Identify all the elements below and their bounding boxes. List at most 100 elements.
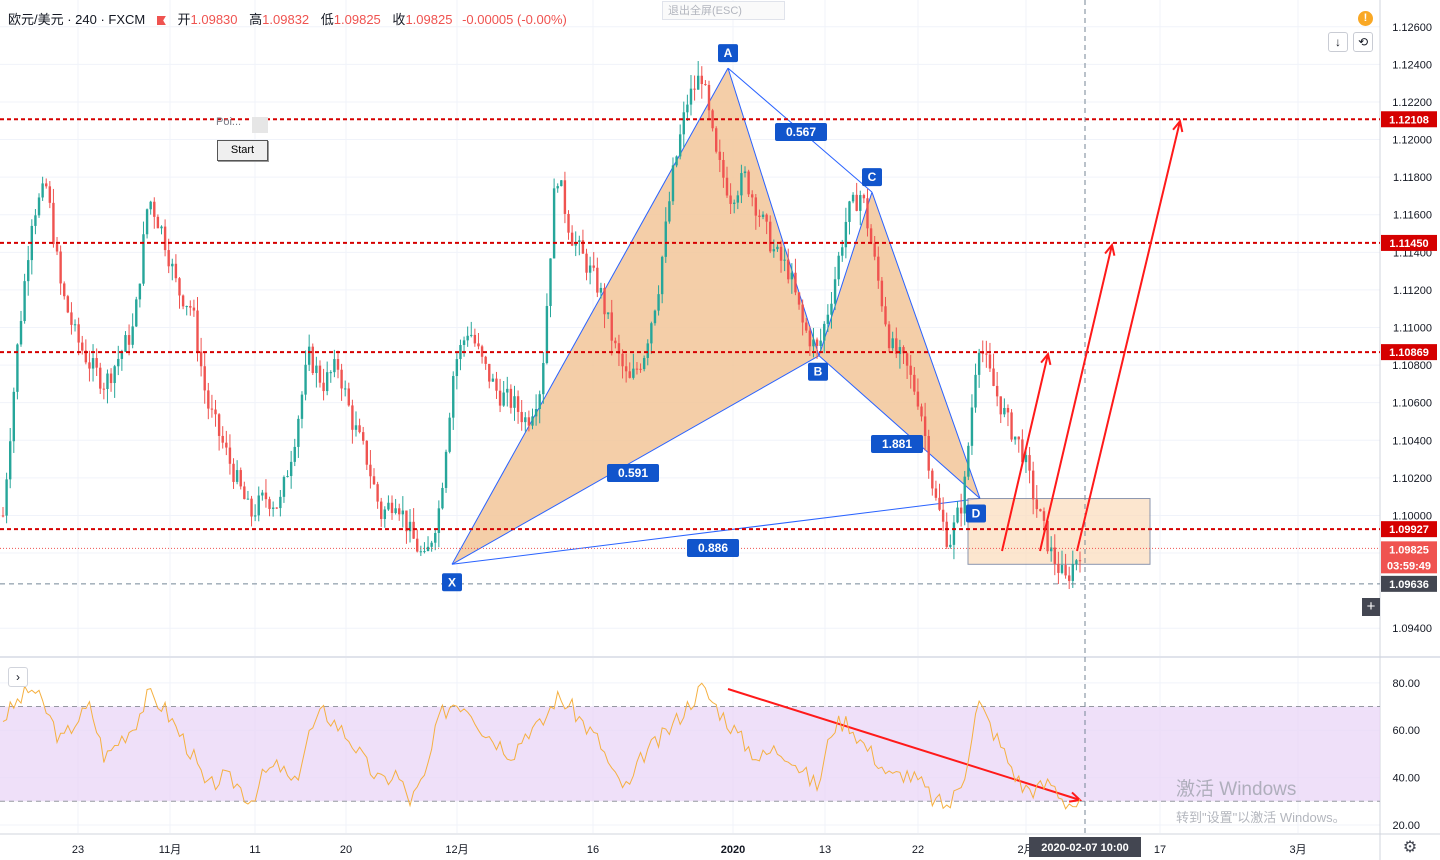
high-value: 1.09832	[262, 12, 310, 27]
candle-up	[1024, 455, 1028, 463]
close-icon[interactable]	[252, 117, 268, 133]
candle-up	[142, 234, 145, 284]
candle-up	[23, 281, 26, 322]
candle-up	[37, 197, 41, 216]
rsi-tick-label: 60.00	[1392, 725, 1420, 737]
candle-up	[19, 321, 23, 345]
refresh-icon[interactable]: ⟲	[1353, 32, 1373, 52]
candle-down	[916, 391, 920, 407]
candle-up	[1003, 407, 1006, 415]
open-label: 开	[177, 12, 191, 27]
candle-up	[257, 495, 260, 516]
open-value: 1.09830	[190, 12, 238, 27]
exit-fullscreen-button[interactable]: 退出全屏(ESC)	[662, 1, 785, 20]
candle-up	[588, 265, 592, 273]
candle-down	[592, 265, 595, 268]
candle-down	[1039, 509, 1042, 512]
candle-down	[84, 350, 88, 363]
candle-down	[938, 497, 941, 510]
candle-up	[491, 378, 495, 382]
gear-icon[interactable]: ⚙	[1402, 839, 1418, 856]
candle-down	[628, 371, 631, 378]
rsi-tick-label: 40.00	[1392, 773, 1420, 785]
candle-up	[956, 507, 959, 523]
candle-down	[711, 110, 714, 129]
candle-up	[898, 347, 902, 354]
candle-up	[73, 324, 77, 326]
candle-up	[466, 335, 469, 341]
level-price-tag-bg	[1381, 521, 1437, 538]
candle-down	[1028, 455, 1031, 471]
candle-up	[253, 515, 257, 517]
candle-up	[27, 260, 30, 282]
chevron-right-icon[interactable]: ›	[8, 667, 28, 687]
candle-down	[340, 369, 343, 389]
time-tick-label: 20	[340, 844, 352, 856]
candle-down	[624, 366, 628, 372]
candle-up	[549, 258, 552, 306]
candle-up	[455, 359, 459, 377]
candle-up	[696, 75, 700, 90]
watermark-line1: 激活 Windows	[1176, 779, 1297, 800]
candle-up	[848, 201, 851, 222]
alert-icon[interactable]: !	[1358, 11, 1373, 26]
candle-up	[761, 214, 765, 217]
candle-up	[325, 372, 329, 392]
candle-down	[877, 256, 880, 281]
plus-icon[interactable]: +	[1362, 598, 1380, 616]
flag-icon[interactable]	[156, 16, 166, 25]
candle-up	[653, 310, 657, 324]
candle-down	[1053, 547, 1056, 564]
candle-down	[390, 502, 394, 514]
candle-down	[416, 538, 419, 552]
candle-up	[246, 498, 250, 500]
candle-up	[12, 391, 16, 442]
candle-up	[686, 104, 689, 113]
candle-up	[441, 487, 444, 509]
pattern-point-b-bg	[808, 362, 828, 381]
candle-down	[722, 159, 725, 178]
candle-down	[199, 351, 203, 367]
candle-down	[362, 432, 365, 441]
pattern-point-d-bg	[966, 504, 986, 523]
candle-up	[844, 221, 848, 248]
candle-up	[776, 246, 779, 250]
harmonic-pattern	[451, 67, 1151, 565]
price-tick-label: 1.10200	[1392, 473, 1432, 485]
candle-down	[189, 306, 192, 308]
candle-down	[336, 359, 340, 370]
candle-up	[34, 215, 37, 226]
candle-up	[437, 508, 441, 534]
pattern-point-c: C	[868, 170, 877, 184]
candle-down	[923, 416, 927, 437]
candle-up	[5, 479, 8, 516]
candle-down	[498, 390, 502, 406]
candle-down	[1006, 407, 1010, 413]
candle-up	[513, 396, 516, 408]
candle-down	[63, 283, 66, 297]
candle-up	[16, 344, 19, 392]
ratio-label-b-d: 1.881	[882, 437, 912, 451]
candle-up	[315, 365, 318, 374]
candle-down	[109, 373, 113, 384]
candle-down	[376, 484, 379, 502]
start-button[interactable]: Start	[217, 140, 268, 161]
candle-up	[117, 358, 120, 367]
candle-down	[603, 287, 606, 315]
candle-up	[632, 368, 635, 378]
candle-down	[380, 501, 383, 519]
candle-up	[271, 507, 275, 509]
candle-up	[556, 186, 559, 189]
time-tick-label: 16	[587, 844, 599, 856]
candle-up	[689, 88, 693, 105]
candle-up	[300, 394, 304, 419]
candle-up	[660, 256, 664, 295]
candle-down	[700, 75, 703, 85]
candle-up	[333, 359, 336, 373]
close-label: 收	[392, 12, 406, 27]
download-arrow-icon[interactable]: ↓	[1328, 32, 1348, 52]
candle-down	[747, 171, 750, 195]
candle-down	[196, 310, 199, 352]
